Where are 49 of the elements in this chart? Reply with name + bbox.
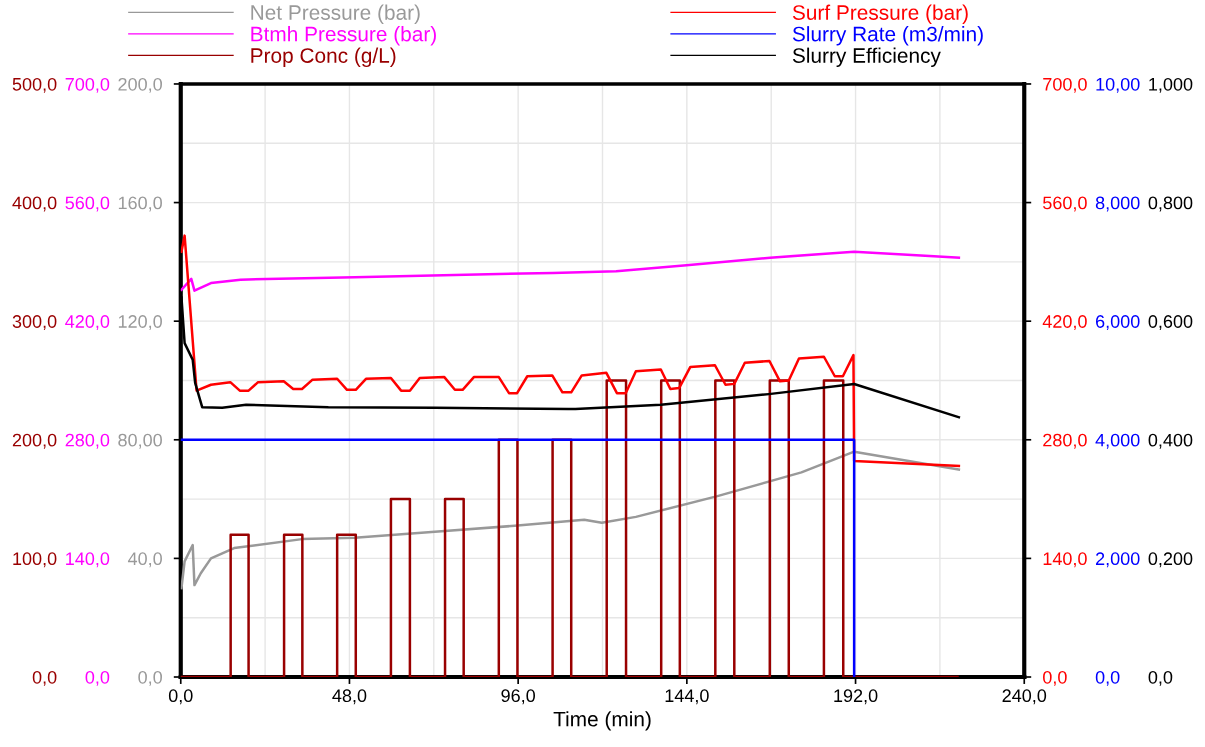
x-axis-title: Time (min) — [553, 711, 651, 731]
y3-tick-label: 200,0 — [12, 433, 57, 449]
y-tick-label: 40,0 — [127, 552, 162, 568]
y3-tick-label: 0,0 — [1148, 670, 1173, 686]
y-tick-label: 280,0 — [1043, 433, 1087, 449]
y-tick-label: 560,0 — [1043, 196, 1087, 212]
text: Surf Pressure (bar) — [792, 4, 968, 25]
y2-tick-label: 420,0 — [65, 315, 110, 331]
y2-tick-label: 2,000 — [1095, 552, 1140, 568]
y2-tick-label: 560,0 — [65, 196, 110, 212]
y-tick-label: 80,00 — [118, 433, 162, 449]
x-tick-label: 48,0 — [332, 689, 367, 705]
y2-tick-label: 140,0 — [66, 552, 110, 568]
y-tick-label: 0,0 — [1043, 670, 1067, 686]
y2-tick-label: 8,000 — [1095, 196, 1140, 212]
y3-tick-label: 0,600 — [1148, 315, 1193, 331]
text: Net Pressure (bar) — [251, 4, 420, 25]
x-tick-label: 96,0 — [501, 689, 536, 705]
y2-tick-label: 6,000 — [1096, 315, 1140, 331]
y-tick-label: 200,0 — [118, 77, 162, 93]
y2-tick-label: 0,0 — [85, 670, 110, 686]
y2-tick-label: 10,00 — [1096, 77, 1140, 93]
y3-tick-label: 0,200 — [1148, 552, 1193, 568]
y3-tick-label: 100,0 — [13, 552, 57, 568]
y2-tick-label: 4,000 — [1095, 433, 1140, 449]
y3-tick-label: 500,0 — [12, 77, 57, 93]
x-tick-label: 240,0 — [1002, 689, 1047, 705]
y-tick-label: 700,0 — [1043, 77, 1087, 93]
y2-tick-label: 700,0 — [65, 77, 110, 93]
y3-tick-label: 300,0 — [12, 315, 57, 331]
y3-tick-label: 0,0 — [32, 670, 57, 686]
y-tick-label: 420,0 — [1042, 315, 1087, 331]
text: Prop Conc (g/L) — [251, 47, 396, 68]
y2-tick-label: 0,0 — [1095, 670, 1120, 686]
text: Btmh Pressure (bar) — [251, 26, 436, 46]
y-tick-label: 0,0 — [138, 670, 162, 686]
x-tick-label: 144,0 — [665, 689, 709, 705]
y-tick-label: 120,0 — [118, 315, 162, 331]
text: Slurry Rate (m3/min) — [792, 26, 983, 46]
y-tick-label: 140,0 — [1043, 552, 1087, 568]
y2-tick-label: 280,0 — [65, 433, 110, 449]
y3-tick-label: 400,0 — [12, 196, 57, 212]
y-tick-label: 160,0 — [118, 196, 162, 212]
y3-tick-label: 0,400 — [1148, 433, 1193, 449]
text: Slurry Efficiency — [792, 47, 941, 68]
x-tick-label: 192,0 — [834, 689, 878, 705]
y3-tick-label: 1,000 — [1149, 77, 1193, 93]
x-tick-label: 0,0 — [168, 689, 193, 705]
y3-tick-label: 0,800 — [1148, 196, 1193, 212]
